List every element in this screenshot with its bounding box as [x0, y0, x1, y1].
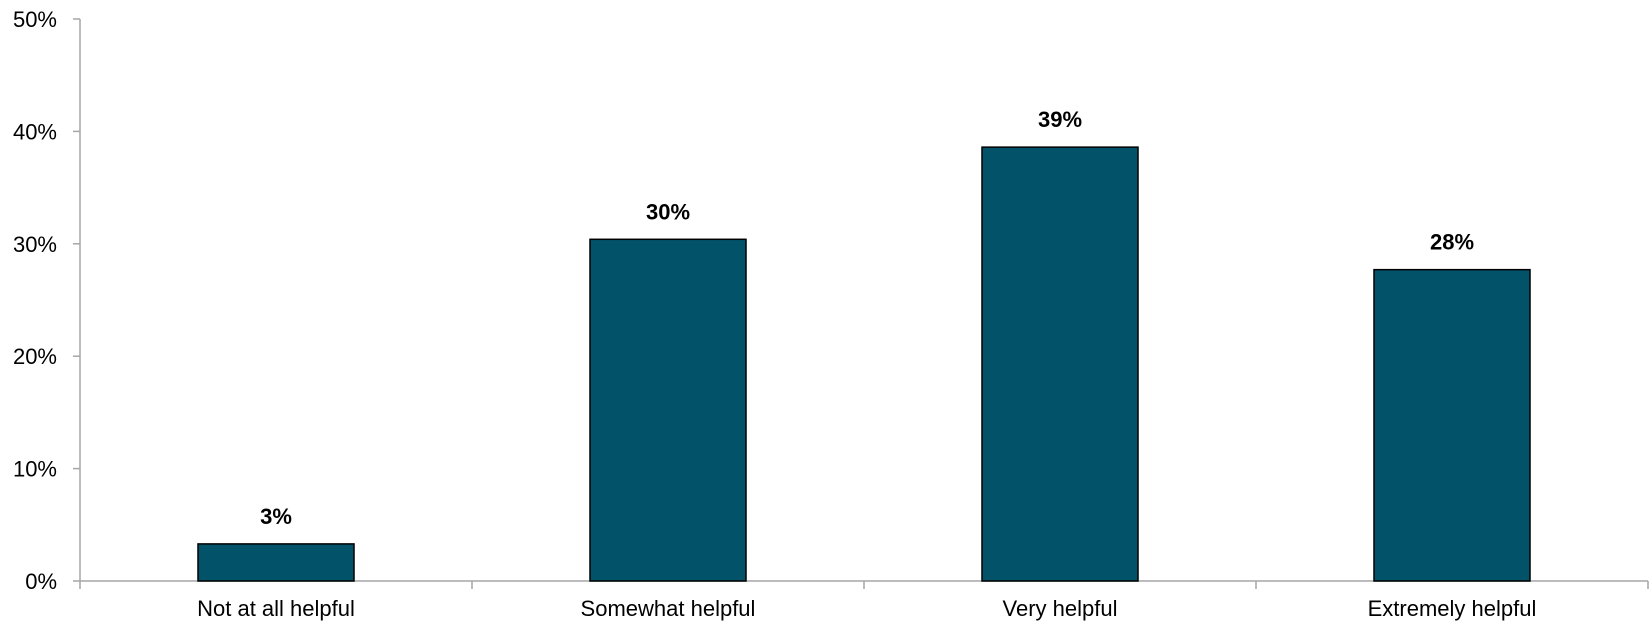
y-tick-label: 10%: [13, 457, 57, 482]
x-category-label: Somewhat helpful: [581, 596, 756, 621]
bar: [589, 238, 747, 582]
y-axis: 0% 10% 20% 30% 40% 50%: [13, 7, 81, 594]
y-tick-label: 40%: [13, 119, 57, 144]
bar-value-label: 3%: [260, 504, 292, 529]
y-tick-label: 20%: [13, 344, 57, 369]
x-category-label: Extremely helpful: [1368, 596, 1537, 621]
bars: [197, 146, 1531, 582]
y-tick-label: 0%: [25, 569, 57, 594]
bar: [197, 543, 355, 582]
y-tick-label: 30%: [13, 232, 57, 257]
x-category-label: Very helpful: [1003, 596, 1118, 621]
bar-value-label: 30%: [646, 199, 690, 224]
x-axis: Not at all helpful Somewhat helpful Very h…: [79, 580, 1649, 621]
bar: [981, 146, 1139, 582]
bar-value-label: 28%: [1430, 230, 1474, 255]
y-tick-label: 50%: [13, 7, 57, 32]
data-labels: 3% 30% 39% 28%: [260, 107, 1474, 529]
bar: [1373, 268, 1531, 582]
x-category-label: Not at all helpful: [197, 596, 355, 621]
bar-value-label: 39%: [1038, 107, 1082, 132]
